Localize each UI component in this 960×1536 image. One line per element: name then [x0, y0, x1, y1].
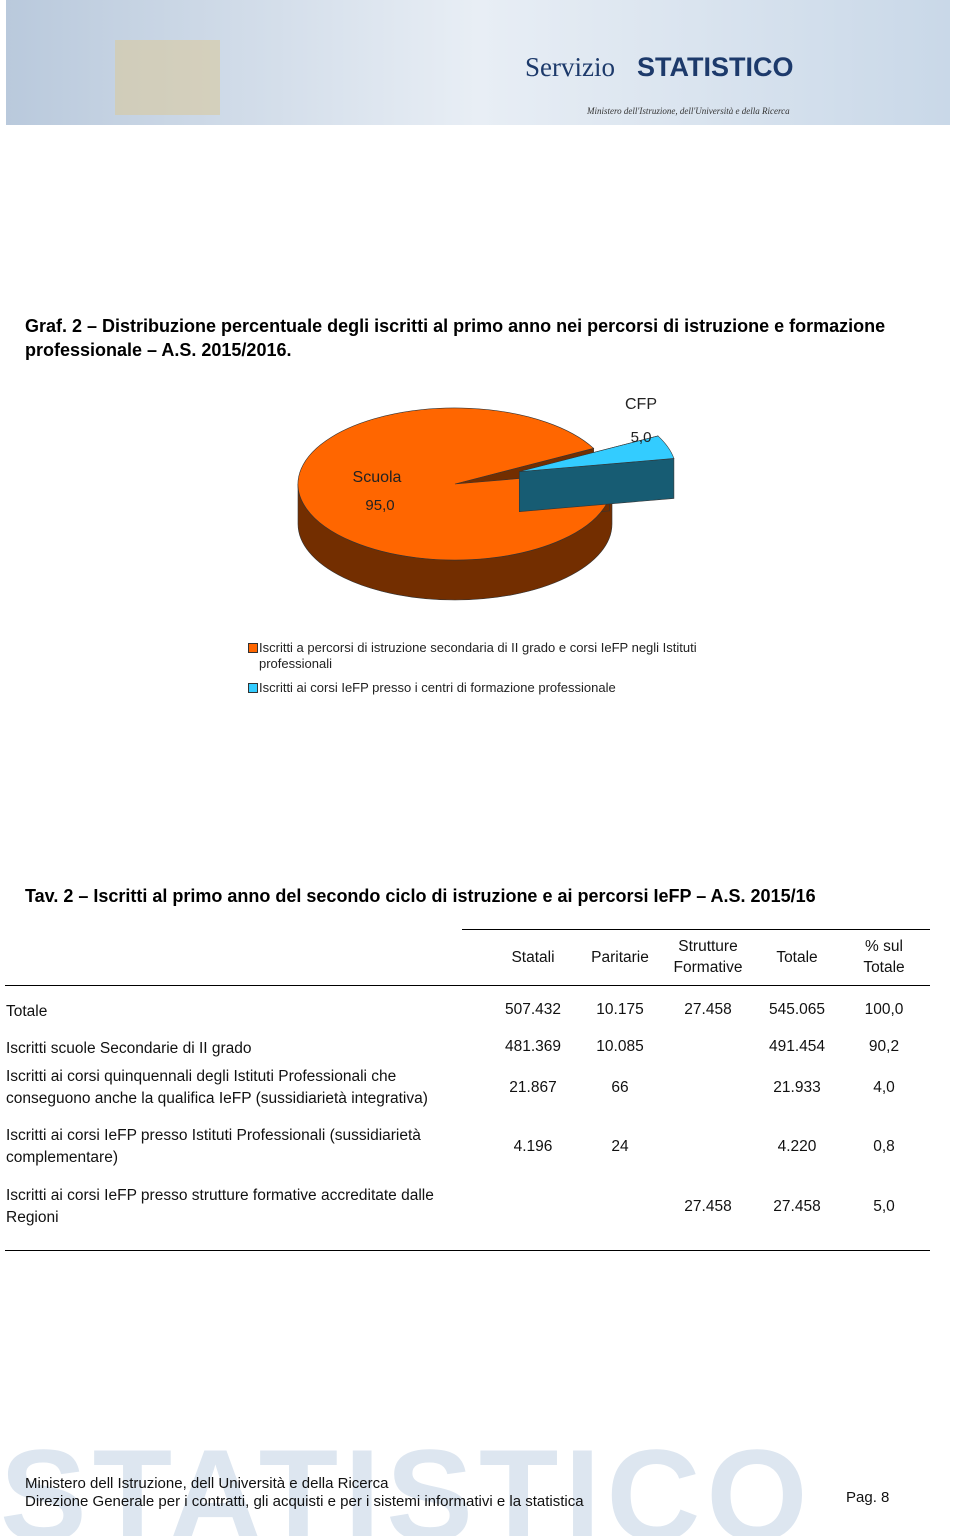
page-number: Pag. 8 — [846, 1489, 890, 1506]
legend-swatch — [248, 683, 258, 693]
legend-swatch — [248, 643, 258, 653]
table-cell: 545.065 — [768, 1001, 826, 1018]
table-cell: 0,8 — [873, 1138, 895, 1155]
table-cell: 66 — [611, 1079, 629, 1096]
table-cell: 24 — [611, 1138, 629, 1155]
legend-label: Iscritti a percorsi di istruzione second… — [259, 640, 697, 671]
footer-line: Ministero dell Istruzione, dell Universi… — [25, 1475, 389, 1492]
watermark: STATISTICO — [0, 1422, 814, 1536]
rule — [5, 1250, 930, 1251]
row-label: Iscritti ai corsi IeFP presso Istituti P… — [6, 1127, 421, 1166]
pie-slice — [519, 435, 675, 472]
row-label: Iscritti ai corsi quinquennali degli Ist… — [6, 1068, 428, 1107]
table-cell: 491.454 — [768, 1038, 826, 1055]
legend-entry: Iscritti a percorsi di istruzione second… — [248, 640, 719, 672]
column-header: Statali — [511, 948, 555, 966]
row-label: Totale — [6, 1003, 48, 1020]
row-label: Iscritti ai corsi IeFP presso strutture … — [6, 1187, 434, 1226]
pie-chart: Scuola 95,0 CFP 5,0 — [297, 396, 675, 601]
table-cell: 90,2 — [868, 1038, 900, 1055]
row-label: Iscritti scuole Secondarie di II grado — [6, 1040, 252, 1057]
table-cell: 10.085 — [596, 1038, 644, 1055]
column-header: Paritarie — [591, 948, 649, 966]
column-header: Strutture Formative — [673, 938, 743, 976]
rule — [462, 929, 930, 930]
logo-title: STATISTICO — [637, 52, 794, 82]
table-cell: 27.458 — [684, 1198, 732, 1215]
column-header: % sul Totale — [863, 938, 905, 976]
chart-title: Graf. 2 – Distribuzione percentuale degl… — [25, 316, 886, 360]
table-cell: 21.867 — [509, 1079, 557, 1096]
table-cell: 4,0 — [873, 1079, 895, 1096]
column-header: Totale — [776, 948, 818, 966]
legend-entry: Iscritti ai corsi IeFP presso i centri d… — [248, 680, 719, 696]
table-cell: 5,0 — [873, 1198, 895, 1215]
legend: Iscritti a percorsi di istruzione second… — [248, 640, 728, 704]
table-cell: 4.220 — [777, 1138, 817, 1155]
table-cell: 100,0 — [864, 1001, 904, 1018]
legend-label: Iscritti ai corsi IeFP presso i centri d… — [259, 680, 616, 695]
table-cell: 481.369 — [504, 1038, 562, 1055]
slice-value-label: 95,0 — [365, 497, 394, 514]
table-cell: 21.933 — [773, 1079, 821, 1096]
table-title: Tav. 2 – Iscritti al primo anno del seco… — [25, 886, 816, 906]
table-cell: 10.175 — [596, 1001, 644, 1018]
table-cell: 4.196 — [513, 1138, 553, 1155]
table-cell: 27.458 — [773, 1198, 821, 1215]
slice-label: Scuola — [353, 469, 402, 486]
logo-subtitle: Ministero dell'Istruzione, dell'Universi… — [586, 106, 790, 116]
slice-value-label: 5,0 — [631, 429, 652, 446]
pie-slice — [297, 407, 613, 561]
header-banner: Servizio STATISTICO Ministero dell'Istru… — [6, 0, 950, 125]
footer-line: Direzione Generale per i contratti, gli … — [25, 1493, 584, 1510]
slice-label: CFP — [625, 396, 657, 413]
table-cell: 507.432 — [504, 1001, 562, 1018]
logo-title: Servizio — [525, 52, 615, 82]
table-cell: 27.458 — [684, 1001, 732, 1018]
rule — [5, 985, 930, 986]
